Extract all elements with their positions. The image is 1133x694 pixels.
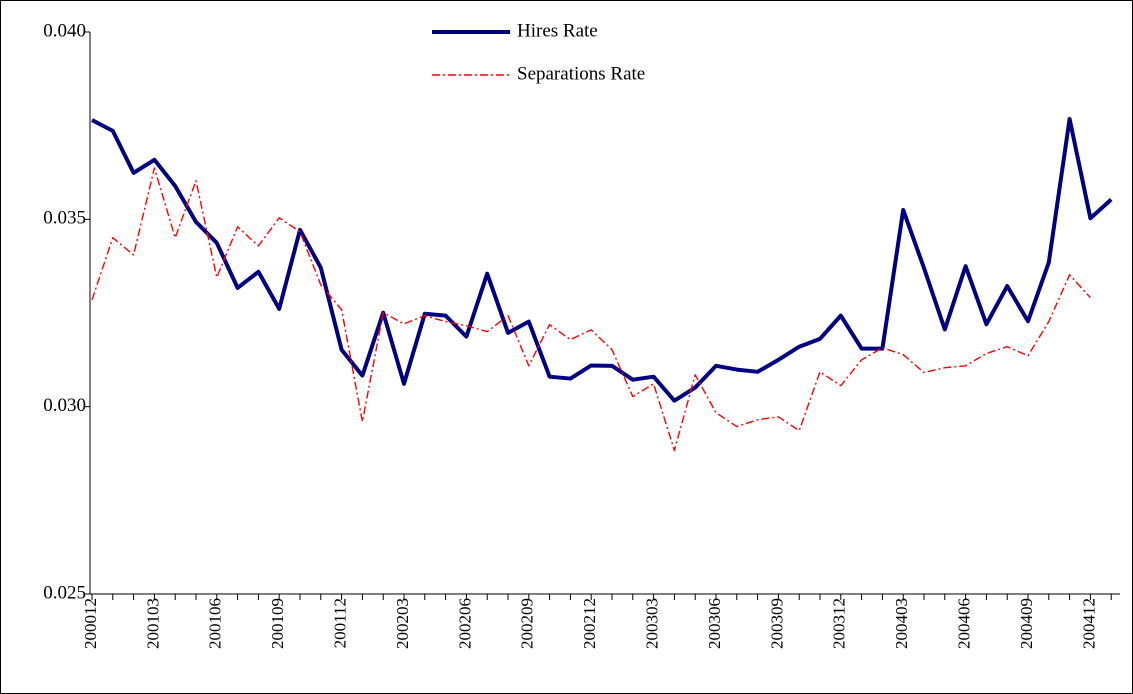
x-tick-label: 200303: [643, 598, 662, 649]
y-tick-label: 0.030: [43, 395, 86, 416]
legend-label: Hires Rate: [517, 20, 598, 41]
x-tick-label: 200312: [830, 598, 849, 649]
x-tick-label: 200309: [767, 598, 786, 649]
x-tick-label: 200212: [580, 598, 599, 649]
x-tick-label: 200403: [892, 598, 911, 649]
series-line: [91, 167, 1091, 452]
y-tick-label: 0.025: [43, 582, 86, 603]
x-tick-label: 200012: [81, 598, 100, 649]
x-tick-label: 200203: [393, 598, 412, 649]
x-tick-label: 200109: [268, 598, 287, 649]
x-tick-label: 200206: [455, 598, 474, 649]
x-tick-label: 200103: [143, 598, 162, 649]
x-tick-label: 200406: [955, 598, 974, 649]
x-tick-label: 200209: [518, 598, 537, 649]
legend-label: Separations Rate: [517, 63, 645, 84]
y-tick-label: 0.035: [43, 208, 86, 229]
x-tick-label: 200106: [206, 598, 225, 649]
x-tick-label: 200412: [1079, 598, 1098, 649]
x-tick-label: 200112: [331, 598, 350, 648]
y-tick-label: 0.040: [43, 20, 86, 41]
x-tick-label: 200409: [1017, 598, 1036, 649]
x-tick-label: 200306: [705, 598, 724, 649]
series-line: [91, 116, 1113, 403]
